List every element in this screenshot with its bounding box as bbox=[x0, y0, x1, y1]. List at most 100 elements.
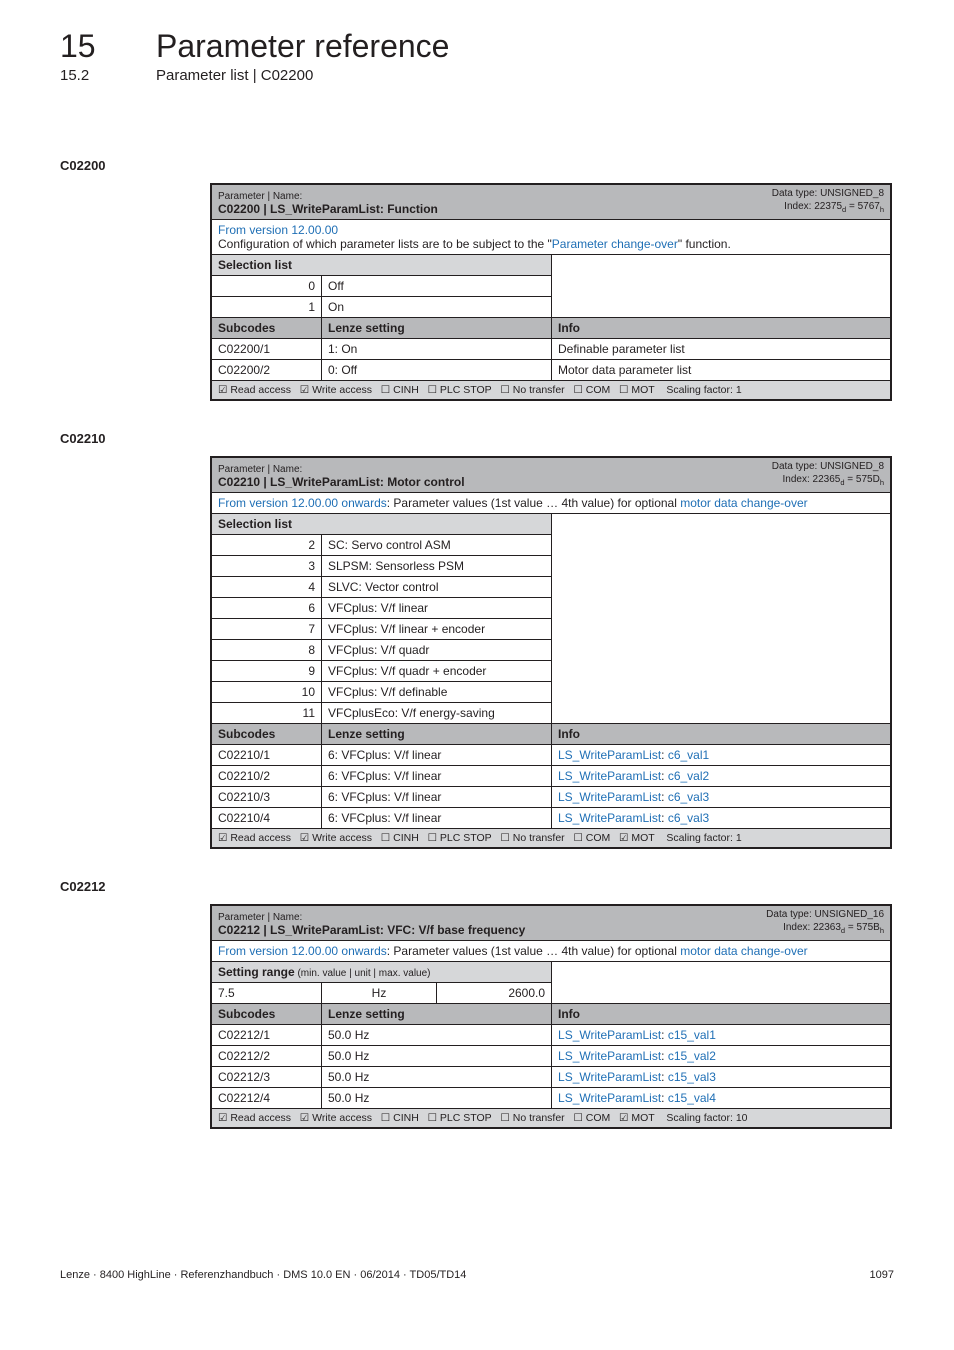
table-row: 10VFCplus: V/f definable bbox=[212, 682, 891, 703]
table-row: 0 Off bbox=[212, 276, 891, 297]
selection-heading-row: Selection list bbox=[212, 514, 891, 535]
info-link[interactable]: LS_WriteParamList bbox=[558, 1028, 661, 1042]
access-write: ☑ Write access bbox=[300, 1112, 372, 1124]
param-name-value: C02200 | LS_WriteParamList: Function bbox=[218, 202, 438, 216]
subcode-setting: 6: VFCplus: V/f linear bbox=[322, 745, 552, 766]
subcode-setting: 50.0 Hz bbox=[322, 1067, 552, 1088]
desc-link[interactable]: motor data change-over bbox=[680, 496, 807, 510]
info-link[interactable]: c15_val2 bbox=[668, 1049, 716, 1063]
version-link[interactable]: From version 12.00.00 bbox=[218, 223, 338, 237]
access-com: ☐ COM bbox=[573, 384, 610, 396]
subcode-info: LS_WriteParamList: c15_val4 bbox=[552, 1088, 891, 1109]
subcode: C02210/4 bbox=[212, 808, 322, 829]
subcodes-label: Subcodes bbox=[212, 724, 322, 745]
param-datatype: Data type: UNSIGNED_16 Index: 22363d = 5… bbox=[552, 906, 891, 941]
desc-link[interactable]: Parameter change-over bbox=[552, 237, 678, 251]
subcode: C02212/2 bbox=[212, 1046, 322, 1067]
chapter-header: 15 Parameter reference bbox=[60, 28, 894, 65]
access-mot: ☐ MOT bbox=[619, 384, 655, 396]
table-row: 3SLPSM: Sensorless PSM bbox=[212, 556, 891, 577]
desc-text-tail: " function. bbox=[678, 237, 731, 251]
access-write: ☑ Write access bbox=[300, 384, 372, 396]
divider-dashes: _ _ _ _ _ _ _ _ _ _ _ _ _ _ _ _ _ _ _ _ … bbox=[60, 110, 894, 124]
access-plc: ☐ PLC STOP bbox=[428, 1112, 492, 1124]
selection-num: 1 bbox=[212, 297, 322, 318]
selection-num: 7 bbox=[212, 619, 322, 640]
access-scale: Scaling factor: 1 bbox=[666, 832, 741, 844]
selection-heading-row: Selection list bbox=[212, 255, 891, 276]
selection-num: 11 bbox=[212, 703, 322, 724]
subcode: C02212/1 bbox=[212, 1025, 322, 1046]
footer-left: Lenze · 8400 HighLine · Referenzhandbuch… bbox=[60, 1269, 466, 1281]
table-row: C02210/4 6: VFCplus: V/f linear LS_Write… bbox=[212, 808, 891, 829]
info-link[interactable]: LS_WriteParamList bbox=[558, 1091, 661, 1105]
info-label: Info bbox=[552, 1004, 891, 1025]
table-row: 2SC: Servo control ASM bbox=[212, 535, 891, 556]
subcode-setting: 50.0 Hz bbox=[322, 1046, 552, 1067]
setting-range-heading-row: Setting range (min. value | unit | max. … bbox=[212, 962, 891, 983]
info-link[interactable]: c6_val3 bbox=[668, 811, 709, 825]
table-row: 7.5 Hz 2600.0 bbox=[212, 983, 891, 1004]
access-row: ☑ Read access ☑ Write access ☐ CINH ☐ PL… bbox=[212, 829, 891, 848]
subcode-info: Definable parameter list bbox=[552, 339, 891, 360]
subcode-info: LS_WriteParamList: c6_val2 bbox=[552, 766, 891, 787]
info-link[interactable]: c6_val2 bbox=[668, 769, 709, 783]
subchapter-title: Parameter list | C02200 bbox=[156, 67, 313, 84]
param-name-label: Parameter | Name: bbox=[218, 191, 302, 202]
chapter-number: 15 bbox=[60, 28, 120, 65]
param-name-value: C02212 | LS_WriteParamList: VFC: V/f bas… bbox=[218, 923, 525, 937]
subcode-info: LS_WriteParamList: c15_val2 bbox=[552, 1046, 891, 1067]
table-header-row: Parameter | Name: C02210 | LS_WriteParam… bbox=[212, 458, 891, 493]
info-link[interactable]: LS_WriteParamList bbox=[558, 1070, 661, 1084]
info-link[interactable]: c6_val1 bbox=[668, 748, 709, 762]
access-scale: Scaling factor: 10 bbox=[666, 1112, 747, 1124]
selection-num: 4 bbox=[212, 577, 322, 598]
setting-range-label: Setting range (min. value | unit | max. … bbox=[212, 962, 552, 983]
selection-val: VFCplus: V/f definable bbox=[322, 682, 552, 703]
info-link[interactable]: LS_WriteParamList bbox=[558, 1049, 661, 1063]
table-row: 4SLVC: Vector control bbox=[212, 577, 891, 598]
version-link[interactable]: From version 12.00.00 onwards bbox=[218, 496, 387, 510]
selection-val: VFCplusEco: V/f energy-saving bbox=[322, 703, 552, 724]
lenze-setting-label: Lenze setting bbox=[322, 724, 552, 745]
index-text: Index: 22363d = 575Bh bbox=[783, 922, 884, 933]
info-link[interactable]: LS_WriteParamList bbox=[558, 790, 661, 804]
access-read: ☑ Read access bbox=[218, 832, 291, 844]
info-link[interactable]: LS_WriteParamList bbox=[558, 811, 661, 825]
info-link[interactable]: LS_WriteParamList bbox=[558, 769, 661, 783]
info-link[interactable]: c6_val3 bbox=[668, 790, 709, 804]
access-plc: ☐ PLC STOP bbox=[428, 832, 492, 844]
version-link[interactable]: From version 12.00.00 onwards bbox=[218, 944, 387, 958]
info-label: Info bbox=[552, 318, 891, 339]
info-link[interactable]: c15_val1 bbox=[668, 1028, 716, 1042]
access-row: ☑ Read access ☑ Write access ☐ CINH ☐ PL… bbox=[212, 1109, 891, 1128]
selection-list-label: Selection list bbox=[212, 255, 552, 276]
range-min: 7.5 bbox=[212, 983, 322, 1004]
range-unit: Hz bbox=[322, 983, 437, 1004]
subcodes-heading-row: Subcodes Lenze setting Info bbox=[212, 318, 891, 339]
selection-val: VFCplus: V/f quadr bbox=[322, 640, 552, 661]
subcode-setting: 6: VFCplus: V/f linear bbox=[322, 787, 552, 808]
info-link[interactable]: LS_WriteParamList bbox=[558, 748, 661, 762]
subcodes-heading-row: Subcodes Lenze setting Info bbox=[212, 724, 891, 745]
info-link[interactable]: c15_val3 bbox=[668, 1070, 716, 1084]
subcodes-heading-row: Subcodes Lenze setting Info bbox=[212, 1004, 891, 1025]
selection-val: SLVC: Vector control bbox=[322, 577, 552, 598]
access-mot: ☑ MOT bbox=[619, 832, 655, 844]
selection-val: VFCplus: V/f linear bbox=[322, 598, 552, 619]
access-notransfer: ☐ No transfer bbox=[500, 832, 564, 844]
subcode-info: LS_WriteParamList: c15_val3 bbox=[552, 1067, 891, 1088]
table-row: 8VFCplus: V/f quadr bbox=[212, 640, 891, 661]
index-text: Index: 22365d = 575Dh bbox=[783, 474, 884, 485]
index-text: Index: 22375d = 5767h bbox=[784, 201, 884, 212]
info-link[interactable]: c15_val4 bbox=[668, 1091, 716, 1105]
desc-link[interactable]: motor data change-over bbox=[680, 944, 807, 958]
param-name-value: C02210 | LS_WriteParamList: Motor contro… bbox=[218, 475, 465, 489]
subcode-setting: 6: VFCplus: V/f linear bbox=[322, 808, 552, 829]
table-c02210: Parameter | Name: C02210 | LS_WriteParam… bbox=[210, 456, 892, 849]
access-read: ☑ Read access bbox=[218, 384, 291, 396]
table-row: C02200/2 0: Off Motor data parameter lis… bbox=[212, 360, 891, 381]
subcode: C02200/1 bbox=[212, 339, 322, 360]
subcode-info: Motor data parameter list bbox=[552, 360, 891, 381]
dtype-text: Data type: UNSIGNED_16 bbox=[766, 909, 884, 920]
